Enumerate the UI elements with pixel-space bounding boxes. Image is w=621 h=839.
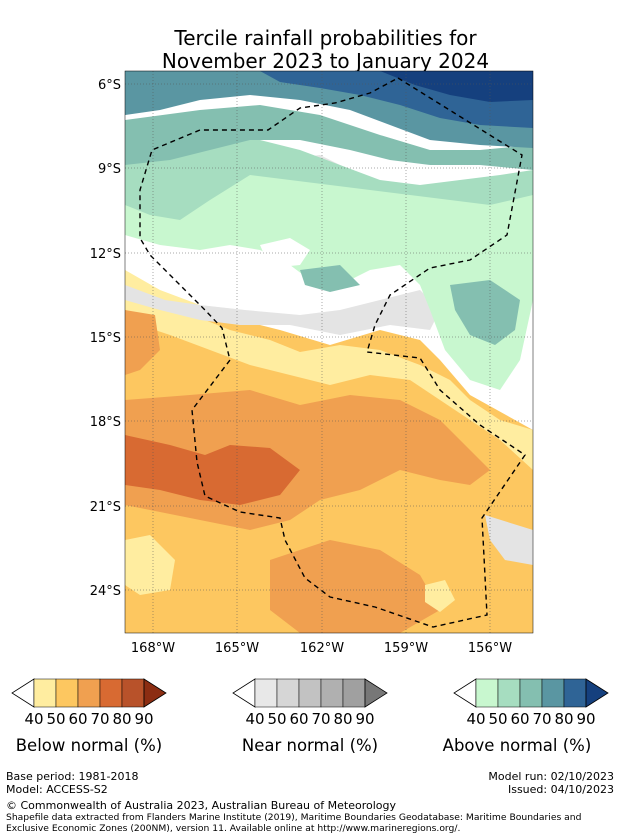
lat-label: 9°S (98, 162, 121, 177)
colorbar-segment (254, 678, 278, 708)
colorbar-segment (519, 678, 543, 708)
footer-left: Base period: 1981-2018 Model: ACCESS-S2 (6, 770, 138, 796)
legend-tick: 80 (554, 710, 574, 728)
lat-label: 18°S (90, 415, 121, 430)
near-normal-colorbar (232, 678, 388, 708)
legend-tick: 60 (510, 710, 530, 728)
colorbar-segment (298, 678, 322, 708)
legend-tick: 80 (333, 710, 353, 728)
colorbar-high-extension (364, 678, 388, 708)
colorbar-segment (77, 678, 101, 708)
map-figure: 6°S 9°S 12°S 15°S 18°S 21°S 24°S 168°W 1… (90, 70, 534, 656)
legend-tick: 50 (488, 710, 508, 728)
graticule (125, 71, 533, 633)
colorbar-low-extension (232, 678, 256, 708)
legend-tick: 90 (355, 710, 375, 728)
legend-tick: 60 (68, 710, 88, 728)
colorbar-low-extension (11, 678, 35, 708)
lat-label: 21°S (90, 500, 121, 515)
lon-label: 162°W (300, 641, 344, 656)
latitude-labels: 6°S 9°S 12°S 15°S 18°S 21°S 24°S (90, 78, 121, 599)
above-90-band (380, 71, 533, 102)
legend-tick: 90 (134, 710, 154, 728)
model-run: Model run: 02/10/2023 (488, 770, 614, 783)
base-period: Base period: 1981-2018 (6, 770, 139, 783)
lon-label: 156°W (468, 641, 512, 656)
issued-date: Issued: 04/10/2023 (507, 783, 614, 796)
lon-label: 159°W (384, 641, 428, 656)
shapefile-credit: Shapefile data extracted from Flanders M… (6, 812, 581, 834)
colorbar-segment (99, 678, 123, 708)
lon-label: 165°W (215, 641, 259, 656)
below-normal-caption: Below normal (%) (15, 736, 163, 755)
legend-tick: 70 (532, 710, 552, 728)
legend-tick: 40 (466, 710, 486, 728)
footer-right: Model run: 02/10/2023 Issued: 04/10/2023 (488, 770, 614, 796)
near-normal-caption: Near normal (%) (241, 736, 379, 755)
colorbar-segment (563, 678, 587, 708)
colorbar-segment (497, 678, 521, 708)
colorbar-segment (276, 678, 300, 708)
legend-tick: 50 (46, 710, 66, 728)
below-40-50-pocket (425, 580, 455, 612)
colorbar-segment (475, 678, 499, 708)
above-60-70-east (450, 280, 520, 345)
colorbar-high-extension (585, 678, 609, 708)
below-70-80-core (125, 435, 300, 505)
copyright: © Commonwealth of Australia 2023, Austra… (6, 799, 396, 812)
legend-tick: 60 (289, 710, 309, 728)
shapefile-credit-line-2: Exclusive Economic Zones (200NM), versio… (6, 823, 461, 834)
legend-tick: 50 (267, 710, 287, 728)
lat-label: 15°S (90, 331, 121, 346)
legend-tick: 70 (90, 710, 110, 728)
below-60-70-west (125, 310, 160, 375)
lon-label: 168°W (131, 641, 175, 656)
above-50-60-band (125, 135, 533, 220)
below-40-50-southwest (125, 535, 175, 595)
below-60-70-south (270, 540, 440, 633)
map-frame (124, 70, 534, 634)
colorbar-segment (320, 678, 344, 708)
lat-label: 6°S (98, 78, 121, 93)
map-title-line-1: Tercile rainfall probabilities for (174, 26, 477, 50)
colorbar-segment (541, 678, 565, 708)
colorbar-segment (121, 678, 145, 708)
legend-tick: 40 (245, 710, 265, 728)
below-normal-colorbar (11, 678, 167, 708)
lat-label: 24°S (90, 584, 121, 599)
above-60-70-band (125, 105, 533, 170)
shapefile-credit-line-1: Shapefile data extracted from Flanders M… (6, 812, 582, 823)
above-normal-caption: Above normal (%) (442, 736, 592, 755)
near-normal-southeast (485, 515, 533, 565)
probability-shading (125, 71, 533, 633)
above-normal-colorbar (453, 678, 609, 708)
colorbar-segment (55, 678, 79, 708)
map-title-line-2: November 2023 to January 2024 (161, 49, 490, 73)
above-60-70-central (300, 265, 360, 292)
colorbar-low-extension (453, 678, 477, 708)
legend-tick: 80 (112, 710, 132, 728)
legend-tick: 90 (576, 710, 596, 728)
colorbar-segment (33, 678, 57, 708)
near-normal-band (125, 285, 440, 335)
legend-tick: 70 (311, 710, 331, 728)
colorbar-high-extension (143, 678, 167, 708)
model-name: Model: ACCESS-S2 (6, 783, 108, 796)
lat-label: 12°S (90, 247, 121, 262)
below-40-50-band (125, 300, 533, 470)
longitude-labels: 168°W 165°W 162°W 159°W 156°W (131, 641, 512, 656)
legend-tick: 40 (24, 710, 44, 728)
colorbar-segment (342, 678, 366, 708)
